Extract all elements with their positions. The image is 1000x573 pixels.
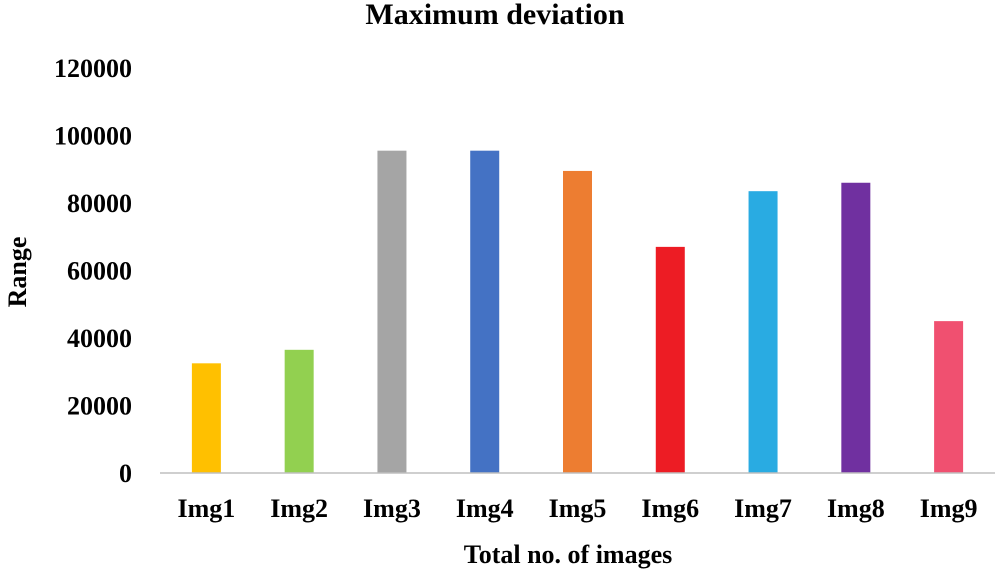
x-tick-label: Img8	[827, 494, 885, 523]
x-tick-label: Img2	[270, 494, 328, 523]
y-axis-label: Range	[3, 237, 32, 308]
chart-title: Maximum deviation	[365, 0, 624, 31]
bar-img7	[748, 191, 778, 473]
bar-img2	[284, 349, 314, 473]
bar-img3	[377, 150, 407, 473]
bar-img8	[841, 182, 871, 473]
y-tick-label: 20000	[67, 392, 132, 421]
x-axis-ticks: Img1 Img2 Img3 Img4 Img5 Img6 Img7 Img8 Img9	[177, 494, 977, 523]
bar-img6	[655, 246, 685, 473]
y-tick-label: 120000	[54, 54, 132, 83]
x-axis-label: Total no. of images	[464, 540, 673, 569]
x-tick-label: Img1	[177, 494, 235, 523]
x-tick-label: Img5	[549, 494, 607, 523]
y-tick-label: 0	[119, 459, 132, 488]
x-tick-label: Img3	[363, 494, 421, 523]
y-tick-label: 40000	[67, 324, 132, 353]
bar-img4	[470, 150, 500, 473]
bar-img5	[563, 170, 592, 473]
bar-img1	[191, 363, 221, 473]
bar-img9	[934, 321, 964, 473]
y-tick-label: 80000	[67, 189, 132, 218]
x-tick-label: Img9	[920, 494, 978, 523]
y-tick-label: 100000	[54, 122, 132, 151]
x-tick-label: Img7	[734, 494, 792, 523]
y-tick-label: 60000	[67, 257, 132, 286]
y-axis-ticks: 0 20000 40000 60000 80000 100000 120000	[54, 54, 132, 488]
x-tick-label: Img4	[456, 494, 514, 523]
bars	[191, 150, 964, 473]
x-tick-label: Img6	[641, 494, 699, 523]
